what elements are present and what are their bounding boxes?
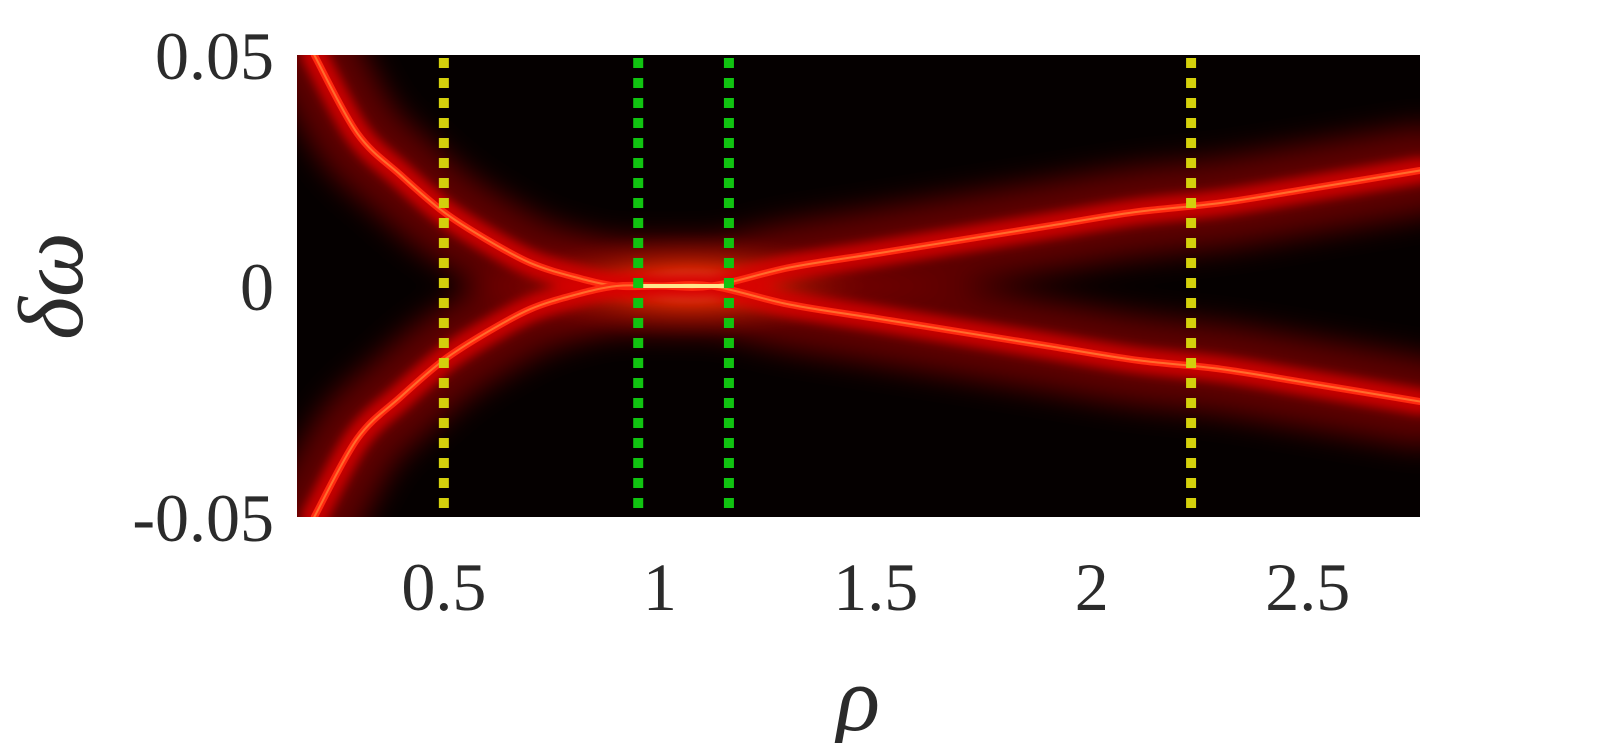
vertical-markers — [438, 58, 1197, 517]
x-tick-label: 1.5 — [833, 549, 918, 625]
y-tick-label: 0.05 — [155, 18, 274, 94]
x-tick-label: 1 — [643, 549, 677, 625]
y-axis-label: δω — [0, 232, 102, 340]
x-tick-labels: 0.5 1 1.5 2 2.5 — [401, 549, 1350, 625]
y-tick-label: 0 — [240, 249, 274, 325]
y-tick-labels: -0.05 0 0.05 — [132, 18, 274, 556]
x-tick-label: 2.5 — [1265, 549, 1350, 625]
x-tick-label: 0.5 — [401, 549, 486, 625]
x-axis-label: ρ — [833, 648, 880, 743]
y-tick-label: -0.05 — [132, 480, 274, 556]
x-tick-label: 2 — [1075, 549, 1109, 625]
